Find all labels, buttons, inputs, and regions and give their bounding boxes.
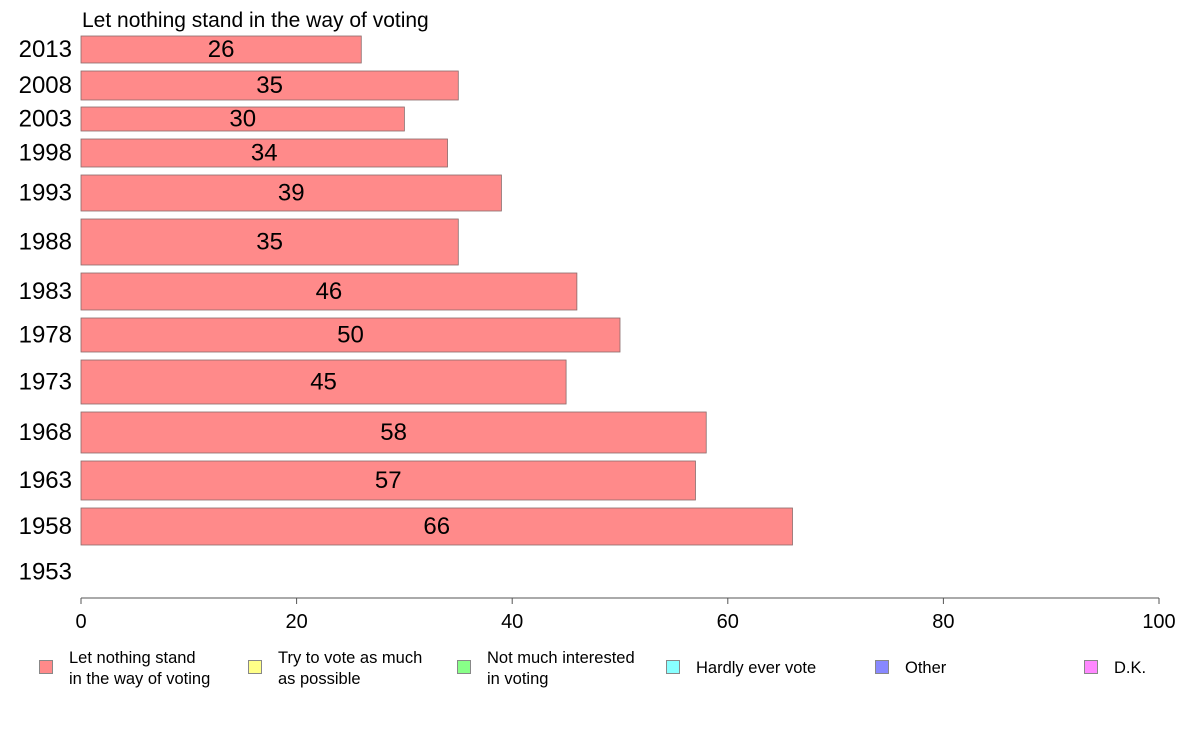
y-tick-label-1983: 1983 (19, 278, 72, 305)
legend-swatch (457, 660, 471, 674)
bar-1988 (80, 218, 459, 266)
legend: Let nothing stand in the way of voting Tr… (0, 646, 1188, 696)
bar-1963 (80, 460, 696, 501)
y-tick-label-1968: 1968 (19, 419, 72, 446)
x-tick-label-40: 40 (501, 611, 523, 633)
bar-1983 (80, 272, 578, 311)
data-label-2003: 30 (229, 106, 256, 133)
legend-label: Let nothing stand in the way of voting (69, 649, 211, 688)
bar-2003 (80, 106, 405, 132)
legend-swatch (248, 660, 262, 674)
legend-swatch (1084, 660, 1098, 674)
data-label-1963: 57 (375, 467, 402, 494)
data-label-2008: 35 (256, 72, 283, 99)
data-label-1973: 45 (310, 369, 337, 396)
x-tick-label-0: 0 (75, 611, 86, 633)
legend-label: Other (905, 659, 947, 677)
y-tick-label-2003: 2003 (19, 106, 72, 133)
bar-1958 (80, 507, 793, 546)
data-label-1988: 35 (256, 229, 283, 256)
legend-label: Not much interested in voting (487, 649, 635, 688)
x-tick-label-20: 20 (285, 611, 307, 633)
x-tick-label-100: 100 (1142, 611, 1175, 633)
y-tick-label-1973: 1973 (19, 369, 72, 396)
x-tick-label-80: 80 (932, 611, 954, 633)
legend-swatch (875, 660, 889, 674)
bar-1978 (80, 317, 621, 353)
legend-item-4: Hardly ever vote (666, 646, 816, 679)
y-tick-label-1953: 1953 (19, 559, 72, 586)
legend-item-6: D.K. (1084, 646, 1146, 679)
y-tick-label-1988: 1988 (19, 229, 72, 256)
x-axis: 0 20 40 60 80 100 (75, 597, 1176, 633)
x-tick-label-60: 60 (717, 611, 739, 633)
data-label-2013: 26 (208, 36, 235, 63)
bar-1993 (80, 174, 502, 212)
y-tick-label-2008: 2008 (19, 72, 72, 99)
legend-swatch (666, 660, 680, 674)
y-tick-label-2013: 2013 (19, 36, 72, 63)
y-tick-label-1958: 1958 (19, 513, 72, 540)
legend-item-5: Other (875, 646, 946, 679)
legend-label: Hardly ever vote (696, 659, 817, 677)
legend-item-1: Let nothing stand in the way of voting (39, 646, 210, 690)
y-tick-label-1963: 1963 (19, 467, 72, 494)
data-label-1958: 66 (423, 513, 450, 540)
bar-2013 (80, 35, 362, 64)
y-tick-label-1978: 1978 (19, 322, 72, 349)
legend-item-2: Try to vote as much as possible (248, 646, 422, 690)
data-label-1983: 46 (316, 278, 343, 305)
data-label-1978: 50 (337, 322, 364, 349)
chart-title: Let nothing stand in the way of voting (82, 9, 429, 32)
y-axis-labels: 2013 2008 2003 1998 1993 1988 1983 1978 1973 1968… (19, 36, 72, 586)
bar-1973 (80, 359, 567, 405)
legend-item-3: Not much interested in voting (457, 646, 635, 690)
legend-swatch (39, 660, 53, 674)
data-label-1968: 58 (380, 419, 407, 446)
legend-label: D.K. (1114, 659, 1147, 677)
legend-label: Try to vote as much as possible (278, 649, 423, 688)
data-label-1998: 34 (251, 140, 278, 167)
bar-1968 (80, 411, 707, 454)
y-tick-label-1998: 1998 (19, 140, 72, 167)
data-label-1993: 39 (278, 180, 305, 207)
y-tick-label-1993: 1993 (19, 180, 72, 207)
bar-2008 (80, 70, 459, 101)
bar-1998 (80, 138, 448, 168)
